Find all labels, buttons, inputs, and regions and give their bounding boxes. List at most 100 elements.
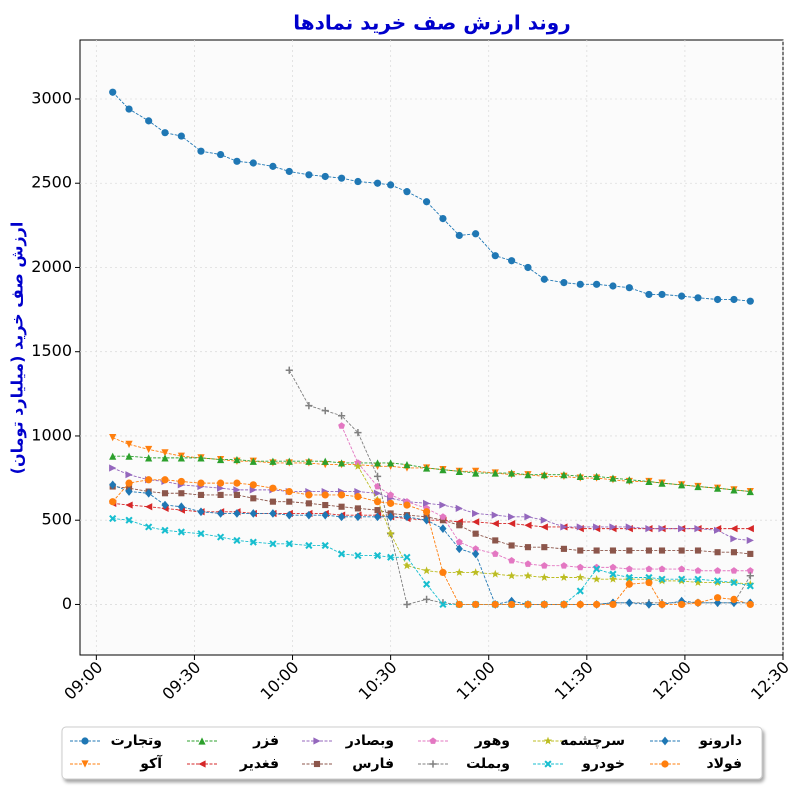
marker [714, 549, 721, 556]
marker [354, 512, 362, 522]
marker [177, 528, 185, 536]
marker [746, 297, 754, 305]
marker [625, 573, 633, 582]
marker [285, 457, 293, 465]
marker [109, 498, 117, 506]
marker [197, 479, 205, 487]
marker [609, 282, 617, 290]
marker [645, 600, 653, 609]
series-line [112, 486, 751, 555]
marker [109, 480, 117, 490]
marker [730, 595, 738, 603]
marker [109, 434, 117, 442]
marker [249, 481, 257, 489]
marker [730, 567, 738, 574]
marker [161, 526, 169, 534]
marker [746, 487, 754, 496]
marker [177, 502, 185, 512]
marker [746, 579, 755, 588]
marker [439, 501, 447, 509]
marker [472, 518, 480, 526]
marker [625, 580, 633, 588]
marker [508, 469, 516, 477]
marker [540, 471, 548, 479]
marker [746, 525, 754, 533]
marker [145, 445, 153, 454]
marker [161, 476, 169, 484]
marker [508, 600, 516, 609]
marker [472, 545, 480, 552]
marker [678, 600, 686, 609]
legend-label: آکو [139, 754, 163, 772]
marker [625, 565, 633, 572]
legend-marker [429, 760, 437, 768]
legend-marker [544, 760, 552, 768]
marker [217, 484, 225, 492]
legend-marker [198, 737, 206, 745]
marker [337, 550, 346, 558]
marker [305, 171, 313, 179]
marker [439, 215, 447, 223]
marker [354, 177, 362, 186]
marker [541, 544, 548, 551]
marker [403, 461, 411, 469]
marker [197, 491, 205, 498]
marker [249, 457, 257, 465]
marker [608, 574, 618, 583]
marker [746, 536, 754, 545]
marker [694, 482, 702, 491]
marker [373, 489, 382, 497]
x-tick-label: 09:30 [158, 658, 204, 704]
marker [403, 501, 411, 509]
marker [714, 295, 722, 304]
marker [373, 512, 382, 522]
marker [730, 295, 738, 304]
marker [269, 509, 277, 518]
y-tick-label: 1000 [31, 425, 72, 444]
series-layer [109, 88, 755, 609]
marker [422, 580, 431, 588]
marker [422, 508, 431, 516]
marker [472, 230, 480, 238]
x-tick-label: 12:30 [747, 658, 793, 704]
marker [354, 487, 362, 496]
marker [354, 428, 362, 437]
marker [337, 459, 346, 467]
marker [125, 471, 133, 479]
marker [714, 484, 722, 492]
marker [491, 469, 499, 477]
marker [593, 523, 601, 531]
marker [746, 582, 754, 590]
marker [269, 498, 276, 505]
marker [125, 452, 133, 460]
marker [491, 519, 499, 528]
marker [145, 476, 153, 484]
marker [305, 491, 313, 499]
marker [178, 490, 185, 497]
marker [285, 540, 293, 548]
marker [524, 263, 532, 272]
marker [403, 512, 411, 522]
marker [625, 476, 633, 484]
marker [658, 547, 666, 554]
marker [233, 479, 241, 487]
marker [593, 565, 601, 573]
marker [125, 516, 133, 524]
marker [217, 150, 225, 159]
marker [337, 412, 346, 420]
marker [625, 523, 633, 531]
marker [678, 575, 686, 583]
marker [197, 507, 205, 517]
marker [285, 366, 293, 374]
legend-marker [661, 760, 669, 768]
marker [593, 280, 601, 288]
marker [161, 129, 169, 137]
marker [354, 551, 362, 560]
marker [387, 459, 395, 467]
marker [269, 540, 277, 548]
marker [540, 275, 548, 283]
marker [439, 568, 447, 577]
marker [730, 525, 738, 533]
marker [387, 181, 395, 189]
